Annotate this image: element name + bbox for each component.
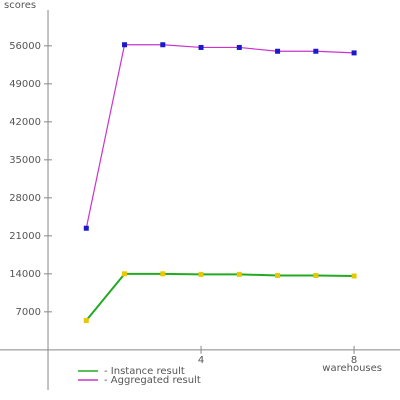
- y-tick-label: 28000: [9, 193, 41, 204]
- point-marker: [160, 271, 166, 277]
- x-axis-label: warehouses: [322, 363, 382, 374]
- point-marker: [313, 272, 319, 278]
- point-marker: [198, 271, 204, 277]
- y-tick-label: 49000: [9, 79, 41, 90]
- point-marker: [351, 273, 357, 279]
- point-marker: [313, 48, 319, 54]
- y-tick-label: 56000: [9, 41, 41, 52]
- point-marker: [275, 48, 281, 54]
- series-line: [85, 44, 355, 229]
- y-tick-label: 14000: [9, 269, 41, 280]
- point-marker: [160, 42, 166, 48]
- legend-label: - Aggregated result: [104, 375, 201, 386]
- x-tick-label: 4: [198, 355, 204, 366]
- point-marker: [83, 225, 89, 231]
- y-tick-label: 42000: [9, 117, 41, 128]
- y-tick-label: 35000: [9, 155, 41, 166]
- point-marker: [236, 271, 242, 277]
- point-marker: [83, 318, 89, 324]
- y-tick-label: 21000: [9, 231, 41, 242]
- point-marker: [351, 50, 357, 56]
- x-tick-label: 8: [351, 355, 357, 366]
- point-marker: [236, 44, 242, 50]
- series-line: [85, 272, 355, 322]
- point-marker: [122, 271, 128, 277]
- point-marker: [122, 42, 128, 48]
- point-marker: [275, 272, 281, 278]
- legend-label: - Instance result: [104, 366, 185, 377]
- y-axis-label: scores: [4, 0, 36, 11]
- y-tick-label: 7000: [16, 307, 41, 318]
- point-marker: [198, 44, 204, 50]
